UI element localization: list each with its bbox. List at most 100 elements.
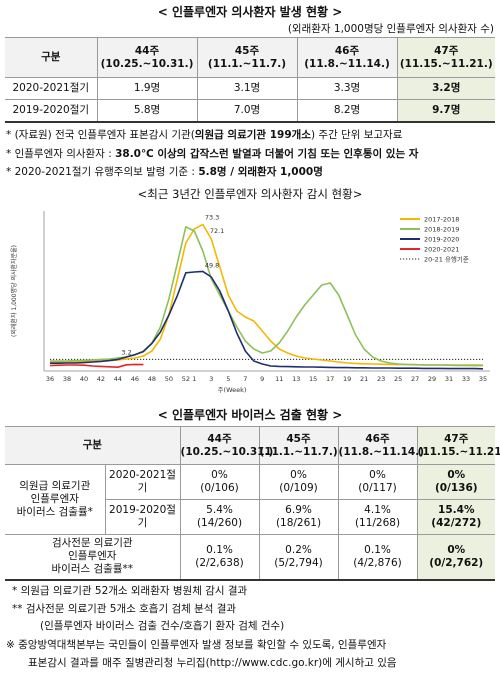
cell-text: 2020-2021절기 [12,82,90,94]
cell-text: 바이러스 검출률** [51,563,133,576]
x-tick-label: 15 [309,375,317,383]
note: * 인플루엔자 의사환자 : 38.0℃ 이상의 갑작스런 발열과 더불어 기침… [6,146,418,161]
table: 구분 44주 (10.25.~10.31.) 45주 (11.1.~11.7.) 46주 (… [5,37,495,123]
header-cell: 47주(11.15.~11.21.) [416,426,500,465]
x-tick-label: 5 [226,375,230,383]
cell: 0% (0/109) [258,464,339,500]
cell-text: 47주 [444,432,469,445]
cell-text: (5/2,794) [274,556,323,569]
x-tick-label: 27 [411,375,419,383]
cell: 8.2명 [296,99,398,123]
cell-text: 바이러스 검출률* [16,506,93,518]
cell-text: 검사전문 의료기관 [51,537,133,550]
cell: 3.3명 [296,77,398,100]
note-text: * (자료원) 전국 인플루엔자 표본감시 기관( [6,129,195,141]
cell-text: 2020-2021절기 [109,469,176,494]
x-tick-label: 3 [209,375,213,383]
cell: 15.4% (42/272) [416,499,496,535]
table: 구분 44주 (10.25.~10.31.) 45주 (11.1.~11.7.) 46주(… [5,426,500,581]
cell-text: (11.1.~11.7.) [259,445,338,458]
cell-text: 0% [369,469,386,481]
legend-label: 2020-2021 [424,245,459,253]
annotation: 72.1 [210,227,224,235]
x-tick-label: 33 [462,375,470,383]
header-cell: 46주 (11.8.~11.14.) [337,426,424,465]
row: 2019-2020절기 5.4% (14/260) 6.9% (18/261) 4.1%(… [5,499,496,535]
legend-label: 2018-2019 [424,225,459,233]
cell-text: 0.2% [285,543,312,556]
annotation: 49.8 [205,261,219,269]
header-cell: 47주(11.15.~11.21.) [396,37,495,78]
note-text: * 2020-2021절기 유행주의보 발령 기준 : [6,166,199,178]
cell-text: 8.2명 [333,103,361,116]
cell: 2020-2021절기 [5,77,98,100]
cell-text: 4.1% [364,504,391,516]
cell-text: (11.15.~11.21.) [417,445,500,458]
cell-text: (14/260) [196,517,243,529]
note: * 2020-2021절기 유행주의보 발령 기준 : 5.8명 / 외래환자 … [6,164,323,179]
cell: 7.0명 [196,99,298,123]
x-tick-label: 23 [377,375,385,383]
cell-text: (42/272) [431,517,482,529]
header-cell: 45주 (11.1.~11.7.) [196,37,298,78]
cell-text: (11/268) [354,517,401,529]
x-tick-label: 44 [114,375,122,383]
note-text: 의원급 의료기관 199개소 [194,129,311,141]
x-tick-label: 38 [63,375,71,383]
cell-text: (0/106) [200,482,239,494]
header-cell: 44주 (10.25.~10.31.) [96,37,198,78]
cell-text: 0% [290,469,307,481]
cell-text: 47주 [434,44,459,57]
cell: 5.8명 [96,99,198,123]
cell-text: (18/261) [275,517,322,529]
cell: 0% (0/106) [179,464,260,500]
cell-text: (10.25.~10.31.) [100,57,194,70]
row: 의원급 의료기관 인플루엔자 바이러스 검출률* 2020-2021절기 0% (0/10… [5,464,496,535]
cell: 9.7명 [396,99,495,123]
cell: 0.2% (5/2,794) [258,534,339,581]
cell-text: 44주 [207,432,232,445]
cell-text: 15.4% [438,504,475,516]
row: 검사전문 의료기관 인플루엔자 바이러스 검출률** 0.1% (2/2,638) 0.2… [5,534,496,581]
row-label: 의원급 의료기관 인플루엔자 바이러스 검출률* [5,464,106,535]
cell: 0.1% (4/2,876) [337,534,418,581]
cell: 4.1% (11/268) [337,499,418,535]
x-tick-label: 11 [275,375,283,383]
cell-text: 46주 [334,44,360,57]
legend-label: 2019-2020 [424,235,459,243]
x-tick-label: 13 [292,375,300,383]
header-cell: 44주 (10.25.~10.31.) [179,426,273,465]
cell-text: 0.1% [206,543,233,556]
cell: 2019-2020절기 [5,99,98,123]
series-line [50,270,484,370]
cell-text: 의원급 의료기관 [19,480,91,492]
cell: 0% (0/136) [416,464,496,500]
footnote: * 의원급 의료기관 52개소 외래환자 병원체 감시 결과 [12,585,248,597]
cell-text: (11.8.~11.14.) [338,445,425,458]
header-row: 구분 44주 (10.25.~10.31.) 45주 (11.1.~11.7.) 46주 (… [5,37,495,78]
annotation: 3.2 [121,349,131,357]
chart: 36 38 40 42 44 46 48 50 52 1 3 5 7 9 11 13 15 17 19 21 23 25 2… [10,211,490,394]
y-axis-label: (외래환자 1,000명당 의사환자분율) [10,245,18,337]
x-tick-label: 52 [182,375,190,383]
cell-text: 2019-2020절기 [12,103,90,116]
cell-text: (0/2,762) [429,556,484,569]
cell: 1.9명 [96,77,198,100]
note-text: * 인플루엔자 의사환자 : [6,148,116,160]
cell-text: 3.1명 [233,82,261,94]
title: < 인플루엔자 의사환자 발생 현황 > [157,5,343,19]
x-tick-label: 36 [46,375,54,383]
footnote: ※ 중앙방역대책본부는 국민들이 인플루엔자 발생 정보를 확인할 수 있도록,… [6,639,387,651]
x-tick-label: 25 [394,375,402,383]
cell-text: 0.1% [364,543,391,556]
cell-text: (11.15.~11.21.) [399,57,493,70]
cell-text: (0/136) [434,482,478,494]
cell-text: 6.9% [285,504,312,516]
header-cell: 구분 [5,37,98,78]
cell-text: 2019-2020절기 [109,504,176,529]
row: 2019-2020절기 5.8명 7.0명 8.2명 9.7명 [5,99,495,123]
x-tick-label: 31 [445,375,453,383]
note-text: 38.0℃ 이상의 갑작스런 발열과 더불어 기침 또는 인후통이 있는 자 [115,148,419,160]
cell-text: 3.3명 [333,82,361,94]
